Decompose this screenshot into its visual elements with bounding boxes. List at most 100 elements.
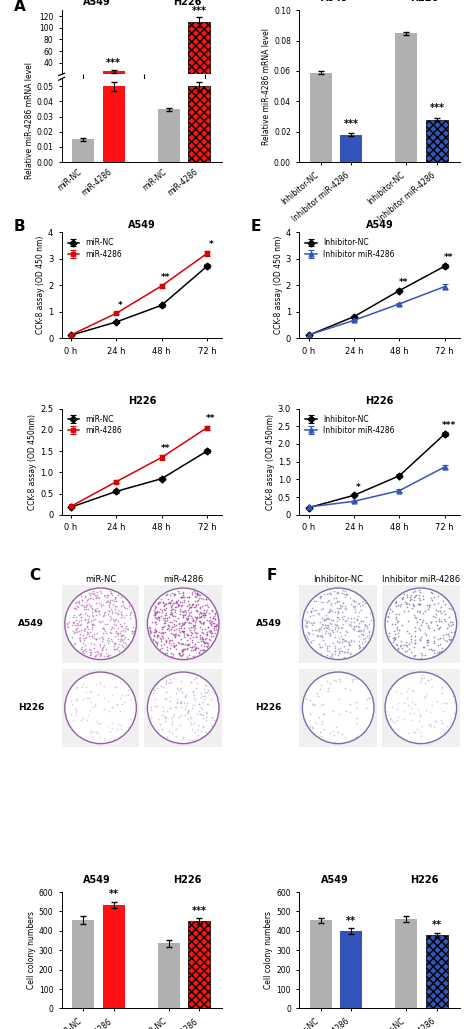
Point xyxy=(189,597,196,613)
Point xyxy=(203,684,211,701)
Point xyxy=(410,705,418,721)
Point xyxy=(313,623,320,639)
Point xyxy=(192,640,200,657)
Point xyxy=(108,715,116,732)
Point xyxy=(191,723,199,740)
Point xyxy=(318,628,326,644)
Point xyxy=(151,633,159,649)
Point xyxy=(309,632,317,648)
Point xyxy=(191,614,199,631)
Point xyxy=(198,701,206,717)
Point xyxy=(193,609,201,626)
Point xyxy=(195,644,202,661)
Point xyxy=(204,637,211,653)
Point xyxy=(201,597,209,613)
Point xyxy=(201,688,209,705)
Point xyxy=(96,646,103,663)
Point xyxy=(167,710,174,726)
Point xyxy=(323,647,331,664)
Point xyxy=(152,615,160,632)
Point xyxy=(425,634,432,650)
Point xyxy=(118,637,126,653)
Point xyxy=(333,617,341,634)
Point xyxy=(118,593,125,609)
Point xyxy=(328,645,336,662)
Point xyxy=(179,729,187,745)
Point xyxy=(327,627,334,643)
Point xyxy=(331,639,339,655)
Point xyxy=(331,616,338,633)
Point xyxy=(313,684,320,701)
Point xyxy=(430,589,438,605)
Point xyxy=(170,627,178,643)
Point xyxy=(336,610,343,627)
Point xyxy=(416,592,424,608)
Point xyxy=(210,610,217,627)
Point xyxy=(158,625,165,641)
Point xyxy=(157,608,165,625)
Point xyxy=(392,626,399,642)
Point xyxy=(203,627,211,643)
Point xyxy=(306,691,313,708)
Point xyxy=(336,634,343,650)
Point xyxy=(318,610,326,627)
Point xyxy=(338,634,346,650)
Point xyxy=(163,612,171,629)
Text: **: ** xyxy=(398,278,408,287)
Point xyxy=(433,616,440,633)
Point xyxy=(341,680,348,697)
Point xyxy=(201,601,208,617)
Point xyxy=(95,606,103,623)
Point xyxy=(82,599,90,615)
Point xyxy=(171,615,178,632)
Point xyxy=(203,635,210,651)
Point xyxy=(432,712,440,729)
Point xyxy=(350,620,358,637)
Point xyxy=(330,591,338,607)
Point xyxy=(417,670,424,686)
Point xyxy=(167,593,174,609)
Point xyxy=(169,601,176,617)
Point xyxy=(170,595,177,611)
Point xyxy=(350,618,357,635)
Point xyxy=(169,608,176,625)
Point xyxy=(100,587,108,603)
Point xyxy=(90,635,97,651)
Point xyxy=(334,603,342,619)
Point xyxy=(180,641,188,658)
Point xyxy=(331,734,339,750)
Point xyxy=(203,602,210,618)
Point xyxy=(343,703,350,719)
Point xyxy=(182,610,190,627)
Point xyxy=(150,627,158,643)
Point xyxy=(344,624,351,640)
Point xyxy=(128,691,135,708)
Point xyxy=(211,618,219,635)
Point xyxy=(174,596,182,612)
Point xyxy=(436,603,444,619)
Point xyxy=(424,672,432,688)
Point xyxy=(427,671,435,687)
Point xyxy=(424,618,432,635)
Point xyxy=(187,642,195,659)
Point xyxy=(103,589,110,605)
Point xyxy=(177,598,185,614)
Point xyxy=(72,624,79,640)
Point xyxy=(150,602,158,618)
Point xyxy=(118,623,125,639)
Point xyxy=(164,617,172,634)
Point xyxy=(151,599,159,615)
Point xyxy=(166,595,174,611)
Point xyxy=(429,647,437,664)
Point xyxy=(199,605,207,622)
Point xyxy=(201,641,208,658)
Point xyxy=(190,638,198,654)
Point xyxy=(399,616,406,633)
Point xyxy=(192,597,200,613)
Point xyxy=(181,606,189,623)
Point xyxy=(438,612,445,629)
Point xyxy=(207,609,214,626)
Point xyxy=(204,626,211,642)
Point xyxy=(152,699,159,715)
Point xyxy=(84,625,91,641)
